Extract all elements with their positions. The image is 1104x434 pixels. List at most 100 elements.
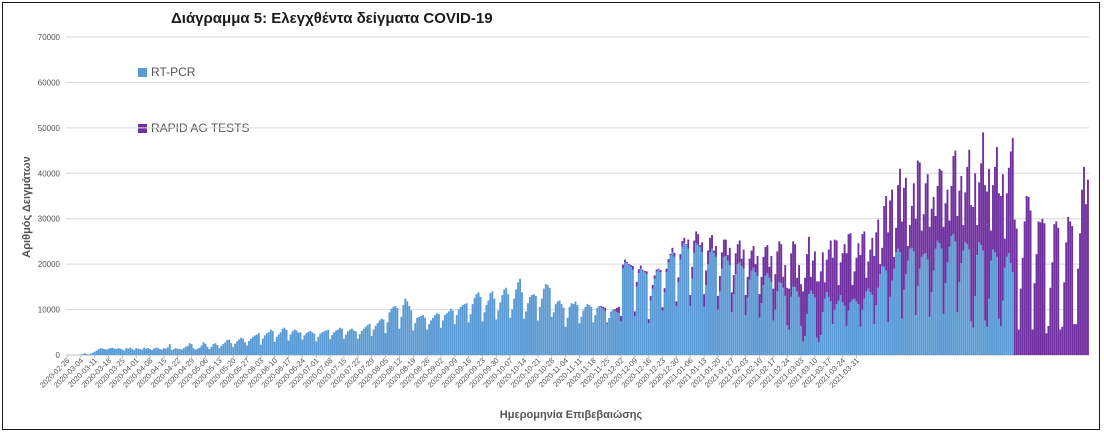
bar-rt-pcr xyxy=(891,280,894,355)
bar-rapid-ag xyxy=(762,256,765,286)
bar-rt-pcr xyxy=(267,332,270,355)
bar-rt-pcr xyxy=(669,255,672,355)
bar-rt-pcr xyxy=(501,295,504,355)
bar-rt-pcr xyxy=(463,304,466,355)
bar-rt-pcr xyxy=(240,337,243,355)
bar-rt-pcr xyxy=(226,340,229,355)
bar-rapid-ag xyxy=(614,309,616,311)
bar-rt-pcr xyxy=(311,332,314,355)
bar-rt-pcr xyxy=(465,303,468,355)
bar-rt-pcr xyxy=(499,302,502,355)
bar-rt-pcr xyxy=(790,296,793,355)
bar-rt-pcr xyxy=(467,322,470,355)
bar-rt-pcr xyxy=(271,330,274,355)
bar-rapid-ag xyxy=(839,262,842,296)
bar-rt-pcr xyxy=(679,259,682,355)
bar-rt-pcr xyxy=(629,266,632,355)
bar-rapid-ag xyxy=(932,196,935,271)
bar-rapid-ag xyxy=(1039,222,1042,355)
bar-rapid-ag xyxy=(863,231,866,299)
bar-rt-pcr xyxy=(511,309,514,355)
bar-rapid-ag xyxy=(778,241,781,283)
bar-rapid-ag xyxy=(895,227,897,253)
bar-rt-pcr xyxy=(457,309,460,355)
bar-rt-pcr xyxy=(192,348,195,355)
bar-rt-pcr xyxy=(705,285,708,355)
bar-rt-pcr xyxy=(248,340,250,355)
bar-rt-pcr xyxy=(222,344,225,355)
bar-rt-pcr xyxy=(588,305,591,355)
bar-rt-pcr xyxy=(479,296,482,355)
bar-rapid-ag xyxy=(796,277,799,292)
bar-rapid-ag xyxy=(938,168,941,244)
bar-rt-pcr xyxy=(635,286,638,355)
bar-rapid-ag xyxy=(988,168,990,299)
bar-rapid-ag xyxy=(776,251,779,292)
bar-rt-pcr xyxy=(503,289,506,355)
bar-rapid-ag xyxy=(689,295,692,306)
bar-rt-pcr xyxy=(592,322,595,355)
bar-rapid-ag xyxy=(891,189,894,281)
bar-rapid-ag xyxy=(770,255,773,283)
bar-rapid-ag xyxy=(833,239,836,310)
bar-rapid-ag xyxy=(687,239,690,249)
bar-rt-pcr xyxy=(121,349,124,355)
bar-rapid-ag xyxy=(1025,196,1028,355)
bar-rapid-ag xyxy=(663,288,666,293)
bar-rapid-ag xyxy=(897,185,899,249)
bar-rt-pcr xyxy=(645,274,648,355)
bar-rapid-ag xyxy=(912,183,915,252)
bar-rt-pcr xyxy=(837,300,840,355)
bar-rapid-ag xyxy=(1061,326,1064,355)
bar-rapid-ag xyxy=(940,170,943,249)
bar-rt-pcr xyxy=(198,347,201,355)
bar-rapid-ag xyxy=(946,189,949,263)
bar-rt-pcr xyxy=(400,316,403,355)
bar-rapid-ag xyxy=(881,247,884,266)
bar-rt-pcr xyxy=(954,241,957,355)
bar-rapid-ag xyxy=(924,183,927,254)
bar-rapid-ag xyxy=(1005,193,1008,257)
bar-rapid-ag xyxy=(865,277,868,292)
bar-rt-pcr xyxy=(244,342,246,355)
bar-rt-pcr xyxy=(554,304,557,355)
bar-rt-pcr xyxy=(643,272,646,355)
bar-rt-pcr xyxy=(414,323,417,355)
bar-rt-pcr xyxy=(804,335,806,355)
bar-rt-pcr xyxy=(847,310,850,355)
bar-rapid-ag xyxy=(736,244,739,265)
bar-rapid-ag xyxy=(756,255,759,276)
bar-rt-pcr xyxy=(889,296,892,355)
bar-rt-pcr xyxy=(214,343,217,355)
bar-rt-pcr xyxy=(155,347,157,355)
bar-rt-pcr xyxy=(544,284,547,355)
bar-rt-pcr xyxy=(139,349,142,355)
bar-rapid-ag xyxy=(908,225,911,249)
bar-rapid-ag xyxy=(926,174,929,260)
bar-rt-pcr xyxy=(220,345,223,355)
bar-rt-pcr xyxy=(341,328,343,355)
bar-rapid-ag xyxy=(922,214,925,255)
bar-rapid-ag xyxy=(750,250,753,271)
bar-rapid-ag xyxy=(821,252,824,313)
bar-rt-pcr xyxy=(958,282,961,355)
bar-rt-pcr xyxy=(835,304,838,355)
bar-rapid-ag xyxy=(1081,189,1083,355)
bar-rt-pcr xyxy=(432,317,434,355)
bar-rt-pcr xyxy=(681,246,684,355)
bar-rapid-ag xyxy=(798,265,801,297)
bar-rt-pcr xyxy=(475,294,478,355)
bar-rt-pcr xyxy=(920,256,923,355)
bar-rt-pcr xyxy=(117,348,120,355)
bar-rt-pcr xyxy=(281,328,284,355)
bar-rt-pcr xyxy=(988,298,990,355)
bar-rapid-ag xyxy=(811,260,814,295)
bar-rapid-ag xyxy=(1051,262,1054,355)
bar-rt-pcr xyxy=(483,312,486,355)
bar-rt-pcr xyxy=(438,314,440,355)
bar-rt-pcr xyxy=(649,300,652,355)
bar-rt-pcr xyxy=(473,297,476,355)
bar-rt-pcr xyxy=(713,253,715,355)
bar-rt-pcr xyxy=(558,300,561,355)
bar-rapid-ag xyxy=(669,253,672,256)
